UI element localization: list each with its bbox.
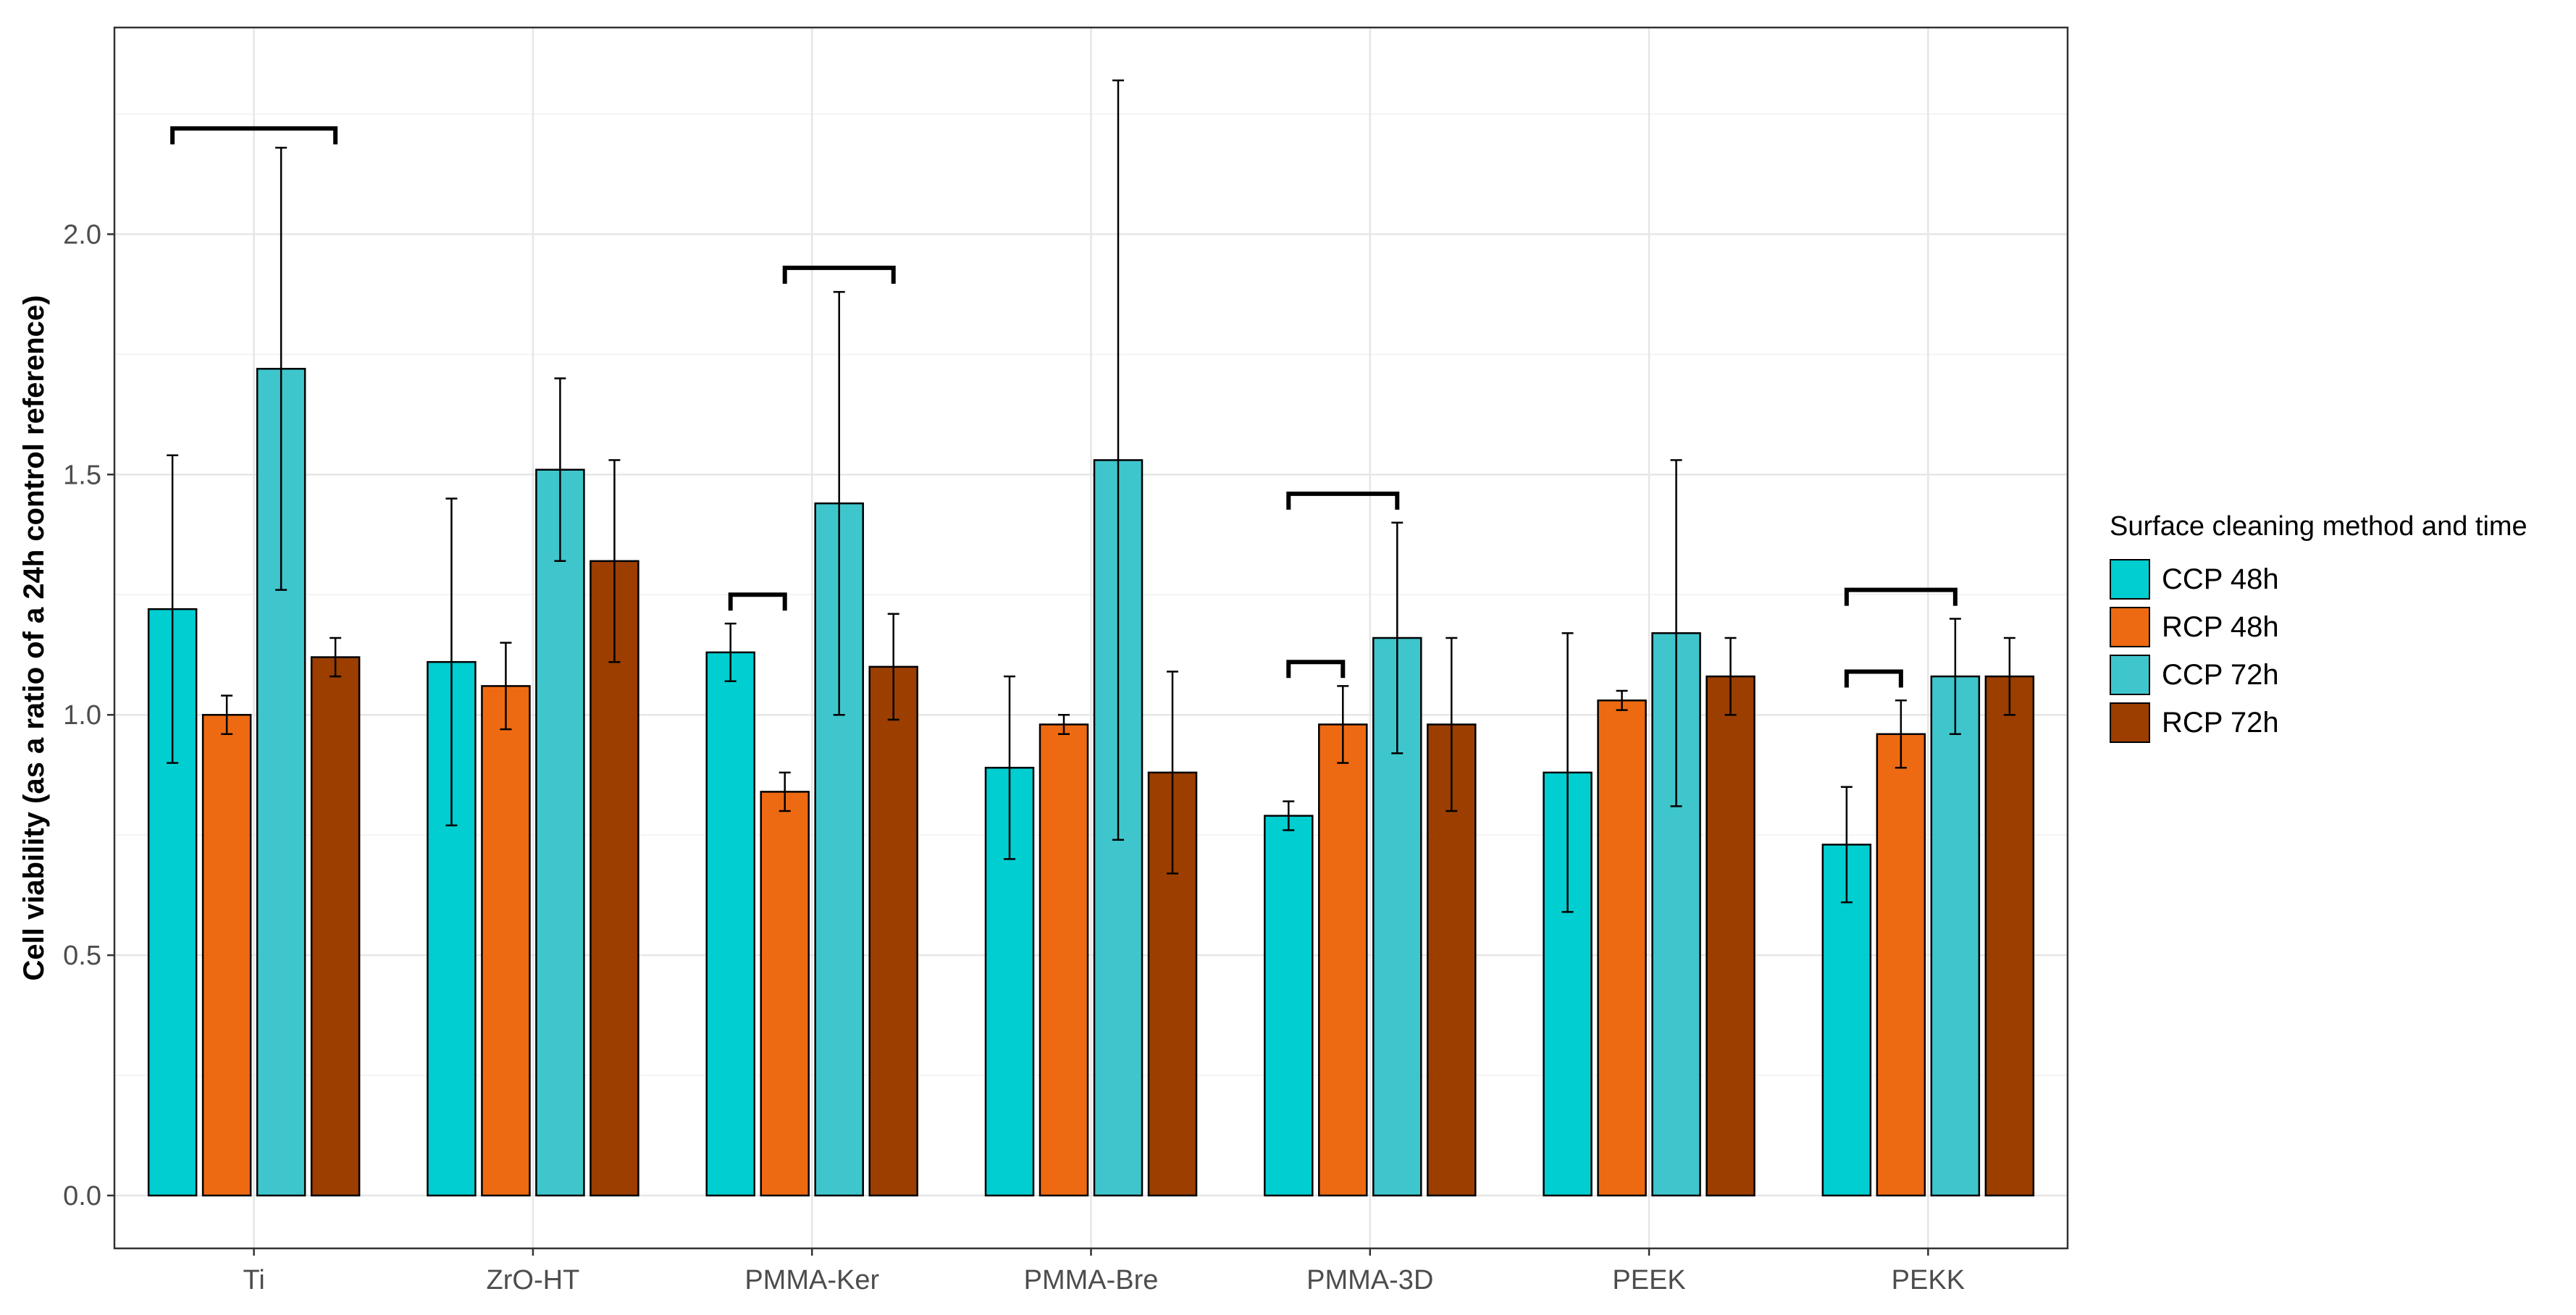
- y-tick-label: 1.5: [63, 460, 101, 490]
- significance-bracket: [1286, 660, 1346, 678]
- y-tick-label: 0.0: [63, 1181, 101, 1211]
- grid-lines: [114, 28, 2068, 1248]
- x-tick-label: ZrO-HT: [487, 1265, 580, 1295]
- bar-rcp-72h-zro-ht: [590, 560, 639, 1197]
- bar-rcp-72h-peek: [1706, 675, 1755, 1197]
- bar-rcp-48h-pmma-3d: [1318, 723, 1368, 1197]
- x-tick-label: PMMA-3D: [1306, 1265, 1433, 1295]
- significance-bracket: [1286, 491, 1400, 510]
- legend-label: CCP 72h: [2162, 658, 2279, 691]
- bar-ccp-72h-zro-ht: [535, 469, 585, 1197]
- bar-rcp-72h-pmma-ker: [868, 665, 918, 1197]
- legend-swatch-ccp-48h: [2110, 559, 2150, 600]
- legend-item-rcp-48h: RCP 48h: [2110, 603, 2527, 651]
- x-tick-label: PEKK: [1892, 1265, 1965, 1295]
- bar-rcp-48h-zro-ht: [481, 685, 531, 1197]
- legend-item-ccp-72h: CCP 72h: [2110, 651, 2527, 699]
- x-tick-label: Ti: [243, 1265, 265, 1295]
- bar-rcp-72h-pekk: [1984, 675, 2035, 1197]
- bar-rcp-72h-ti: [310, 656, 361, 1197]
- legend-swatch-rcp-72h: [2110, 702, 2150, 743]
- bar-ccp-72h-pekk: [1930, 675, 1981, 1197]
- bar-ccp-48h-zro-ht: [427, 660, 477, 1197]
- legend-item-ccp-48h: CCP 48h: [2110, 555, 2527, 603]
- significance-bracket: [1844, 587, 1958, 606]
- legend-swatch-rcp-48h: [2110, 607, 2150, 647]
- legend-title: Surface cleaning method and time: [2110, 511, 2527, 542]
- legend-label: CCP 48h: [2162, 563, 2279, 595]
- legend: Surface cleaning method and time CCP 48h…: [2110, 511, 2527, 747]
- legend-item-rcp-72h: RCP 72h: [2110, 699, 2527, 747]
- significance-bracket: [728, 592, 787, 611]
- significance-brackets: [170, 126, 1958, 688]
- significance-bracket: [170, 126, 338, 145]
- y-axis-title: Cell viability (as a ratio of a 24h cont…: [18, 295, 50, 981]
- y-tick-label: 1.0: [63, 700, 101, 731]
- legend-label: RCP 48h: [2162, 610, 2279, 643]
- x-tick-label: PMMA-Bre: [1024, 1265, 1159, 1295]
- significance-bracket: [782, 265, 896, 284]
- significance-bracket: [1844, 669, 1903, 688]
- bar-ccp-48h-pmma-3d: [1264, 815, 1314, 1197]
- x-tick-label: PEEK: [1612, 1265, 1685, 1295]
- y-tick-label: 2.0: [63, 219, 101, 250]
- x-tick-label: PMMA-Ker: [744, 1265, 879, 1295]
- bar-rcp-48h-ti: [201, 713, 252, 1197]
- y-tick-label: 0.5: [63, 941, 101, 971]
- bar-ccp-48h-pmma-ker: [705, 651, 755, 1197]
- bar-rcp-48h-pmma-ker: [760, 791, 810, 1197]
- bar-rcp-48h-pekk: [1876, 733, 1926, 1197]
- legend-label: RCP 72h: [2162, 706, 2279, 739]
- bar-rcp-48h-pmma-bre: [1039, 723, 1089, 1197]
- legend-swatch-ccp-72h: [2110, 655, 2150, 695]
- error-bars: [167, 79, 2015, 913]
- bar-rcp-48h-peek: [1597, 699, 1647, 1197]
- axes: 0.0 0.5 1.0 1.5 2.0 Ti ZrO-HT PMMA-Ker PMMA-Bre P…: [63, 219, 1965, 1295]
